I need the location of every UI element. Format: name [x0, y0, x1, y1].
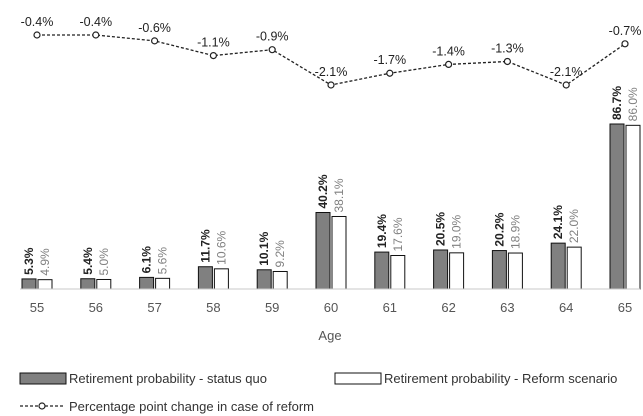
line-label-60: -2.1%: [315, 65, 348, 79]
line-label-62: -1.4%: [432, 44, 465, 58]
legend-marker-change: [38, 402, 46, 410]
legend-swatch-status-quo: [19, 372, 67, 385]
label-status-quo-61: 19.4%: [375, 214, 389, 248]
line-label-55: -0.4%: [21, 15, 54, 29]
bar-status-quo-57: [139, 276, 155, 290]
bar-status-quo-59: [256, 269, 272, 290]
bar-reform-63: [507, 252, 523, 290]
label-status-quo-59: 10.1%: [257, 231, 271, 265]
bar-reform-61: [390, 255, 406, 290]
line-label-59: -0.9%: [256, 30, 289, 44]
label-reform-62: 19.0%: [450, 214, 464, 248]
x-tick-58: 58: [206, 300, 220, 315]
bar-reform-58: [213, 268, 229, 290]
line-label-58: -1.1%: [197, 36, 230, 50]
label-reform-55: 4.9%: [38, 248, 52, 276]
legend-item-status-quo: Retirement probability - status quo: [19, 371, 267, 386]
line-label-56: -0.4%: [79, 15, 112, 29]
legend-item-change: Percentage point change in case of refor…: [20, 399, 314, 414]
label-reform-64: 22.0%: [567, 209, 581, 243]
legend-swatch-reform: [334, 372, 382, 385]
line-label-64: -2.1%: [550, 65, 583, 79]
x-tick-55: 55: [30, 300, 44, 315]
x-tick-57: 57: [147, 300, 161, 315]
bar-reform-56: [96, 278, 112, 290]
x-tick-64: 64: [559, 300, 573, 315]
legend: Retirement probability - status quo Reti…: [19, 371, 617, 414]
x-tick-63: 63: [500, 300, 514, 315]
label-status-quo-63: 20.2%: [492, 212, 506, 246]
line-point-59: [268, 46, 276, 54]
label-status-quo-62: 20.5%: [434, 212, 448, 246]
bar-status-quo-63: [491, 250, 507, 290]
label-status-quo-64: 24.1%: [551, 205, 565, 239]
label-reform-56: 5.0%: [97, 248, 111, 276]
label-status-quo-56: 5.4%: [81, 247, 95, 275]
bar-status-quo-64: [550, 242, 566, 290]
label-status-quo-58: 11.7%: [198, 229, 212, 263]
line-label-63: -1.3%: [491, 41, 524, 55]
line-point-55: [33, 31, 41, 39]
x-tick-56: 56: [89, 300, 103, 315]
line-layer: -0.4% -0.4% -0.6% -1.1% -0.9% -2.1% -1.7% -1.4%…: [21, 15, 642, 89]
label-reform-63: 18.9%: [508, 215, 522, 249]
bar-status-quo-55: [21, 278, 37, 290]
line-label-57: -0.6%: [138, 21, 171, 35]
bar-reform-57: [155, 277, 171, 290]
line-point-57: [151, 37, 159, 45]
line-label-65: -0.7%: [609, 24, 642, 38]
x-tick-59: 59: [265, 300, 279, 315]
legend-label-status-quo: Retirement probability - status quo: [69, 371, 267, 386]
label-status-quo-60: 40.2%: [316, 174, 330, 208]
bars-layer: [21, 123, 641, 290]
line-label-61: -1.7%: [373, 53, 406, 67]
bar-reform-60: [331, 215, 347, 290]
x-tick-labels: 55 56 57 58 59 60 61 62 63 64 65: [30, 300, 632, 315]
bar-reform-64: [566, 246, 582, 290]
line-point-64: [562, 81, 570, 89]
label-reform-61: 17.6%: [391, 217, 405, 251]
line-point-60: [327, 81, 335, 89]
label-reform-57: 5.6%: [156, 247, 170, 275]
legend-item-reform: Retirement probability - Reform scenario: [334, 371, 617, 386]
label-status-quo-57: 6.1%: [140, 246, 154, 274]
x-axis-title: Age: [318, 328, 341, 343]
line-point-56: [92, 31, 100, 39]
legend-label-reform: Retirement probability - Reform scenario: [384, 371, 617, 386]
bar-status-quo-60: [315, 211, 331, 290]
bar-status-quo-62: [433, 249, 449, 290]
line-point-63: [503, 57, 511, 66]
line-point-65: [621, 40, 629, 48]
line-point-62: [445, 60, 453, 69]
bar-status-quo-65: [609, 123, 625, 290]
bar-reform-55: [37, 279, 53, 290]
line-point-58: [209, 51, 217, 60]
bar-reform-59: [272, 270, 288, 290]
bar-status-quo-58: [197, 266, 213, 290]
label-status-quo-65: 86.7%: [610, 86, 624, 120]
label-reform-65: 86.0%: [626, 87, 640, 121]
bar-reform-65: [625, 124, 641, 290]
label-reform-58: 10.6%: [214, 230, 228, 264]
bar-status-quo-61: [374, 251, 390, 290]
x-tick-60: 60: [324, 300, 338, 315]
bar-labels-layer: 5.3% 4.9% 5.4% 5.0% 6.1% 5.6% 11.7% 10.6% 10.1% 9…: [22, 86, 640, 276]
x-tick-61: 61: [383, 300, 397, 315]
label-reform-59: 9.2%: [273, 240, 287, 268]
line-point-61: [386, 69, 394, 77]
bar-status-quo-56: [80, 278, 96, 290]
x-tick-62: 62: [441, 300, 455, 315]
legend-label-change: Percentage point change in case of refor…: [69, 399, 314, 414]
label-reform-60: 38.1%: [332, 178, 346, 212]
x-tick-65: 65: [618, 300, 632, 315]
label-status-quo-55: 5.3%: [22, 247, 36, 275]
bar-reform-62: [449, 252, 465, 290]
